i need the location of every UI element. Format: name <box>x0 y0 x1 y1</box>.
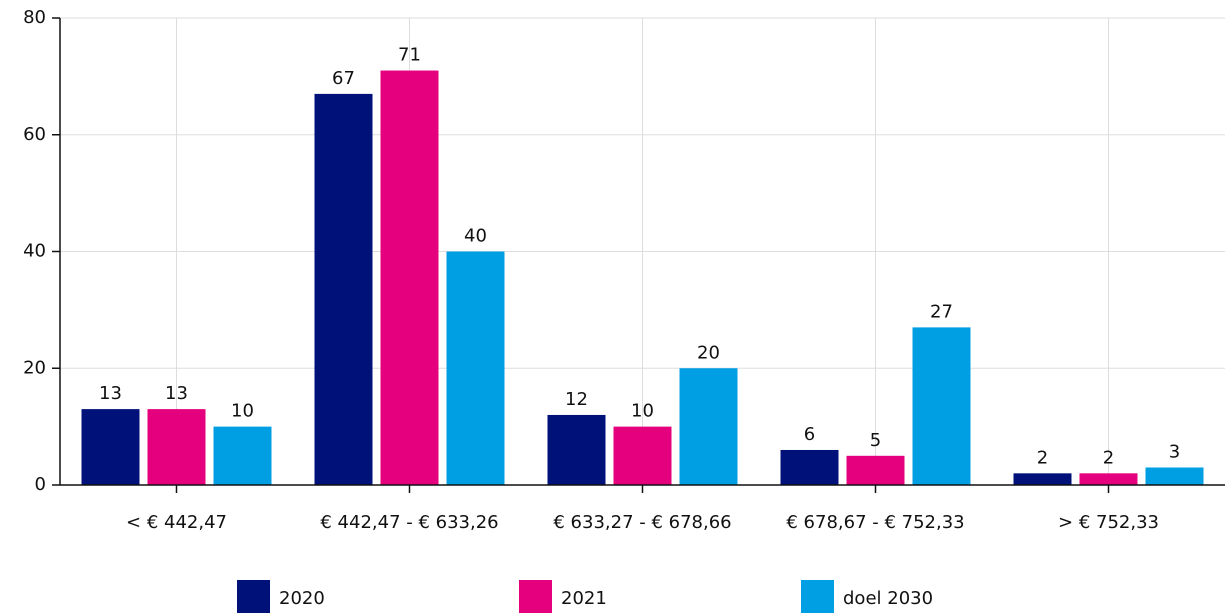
data-label: 20 <box>697 342 720 363</box>
bar <box>1079 473 1138 485</box>
data-label: 10 <box>631 401 654 422</box>
x-tick-label: € 442,47 - € 633,26 <box>320 512 498 533</box>
data-label: 6 <box>804 424 815 445</box>
data-label: 2 <box>1103 447 1114 468</box>
data-label: 67 <box>332 68 355 89</box>
bar <box>613 426 672 485</box>
data-label: 2 <box>1037 447 1048 468</box>
legend-label: 2020 <box>279 588 325 609</box>
x-tick-label: € 678,67 - € 752,33 <box>786 512 964 533</box>
y-tick-label: 60 <box>23 124 46 145</box>
y-tick-label: 40 <box>23 241 46 262</box>
data-label: 13 <box>99 383 122 404</box>
data-label: 40 <box>464 226 487 247</box>
data-label: 5 <box>870 430 881 451</box>
data-label: 71 <box>398 45 421 66</box>
bar <box>547 414 606 485</box>
legend-swatch <box>519 580 552 613</box>
x-tick-label: € 633,27 - € 678,66 <box>553 512 731 533</box>
legend-swatch <box>801 580 834 613</box>
legend-swatch <box>237 580 270 613</box>
bar <box>1145 467 1204 485</box>
bar <box>380 70 439 485</box>
data-label: 27 <box>930 301 953 322</box>
bar <box>912 327 971 485</box>
x-tick-label: < € 442,47 <box>126 512 227 533</box>
data-label: 12 <box>565 389 588 410</box>
bar <box>1013 473 1072 485</box>
y-tick-label: 20 <box>23 357 46 378</box>
bar <box>213 426 272 485</box>
bar <box>147 409 206 485</box>
y-tick-label: 0 <box>35 474 46 495</box>
data-label: 10 <box>231 401 254 422</box>
legend-label: doel 2030 <box>843 588 933 609</box>
data-label: 3 <box>1169 441 1180 462</box>
x-tick-label: > € 752,33 <box>1058 512 1159 533</box>
bar <box>780 449 839 485</box>
legend-label: 2021 <box>561 588 607 609</box>
y-tick-label: 80 <box>23 7 46 28</box>
bar <box>314 93 373 485</box>
bar <box>81 409 140 485</box>
bar <box>446 251 505 485</box>
bar <box>846 455 905 485</box>
bar <box>679 368 738 485</box>
data-label: 13 <box>165 383 188 404</box>
